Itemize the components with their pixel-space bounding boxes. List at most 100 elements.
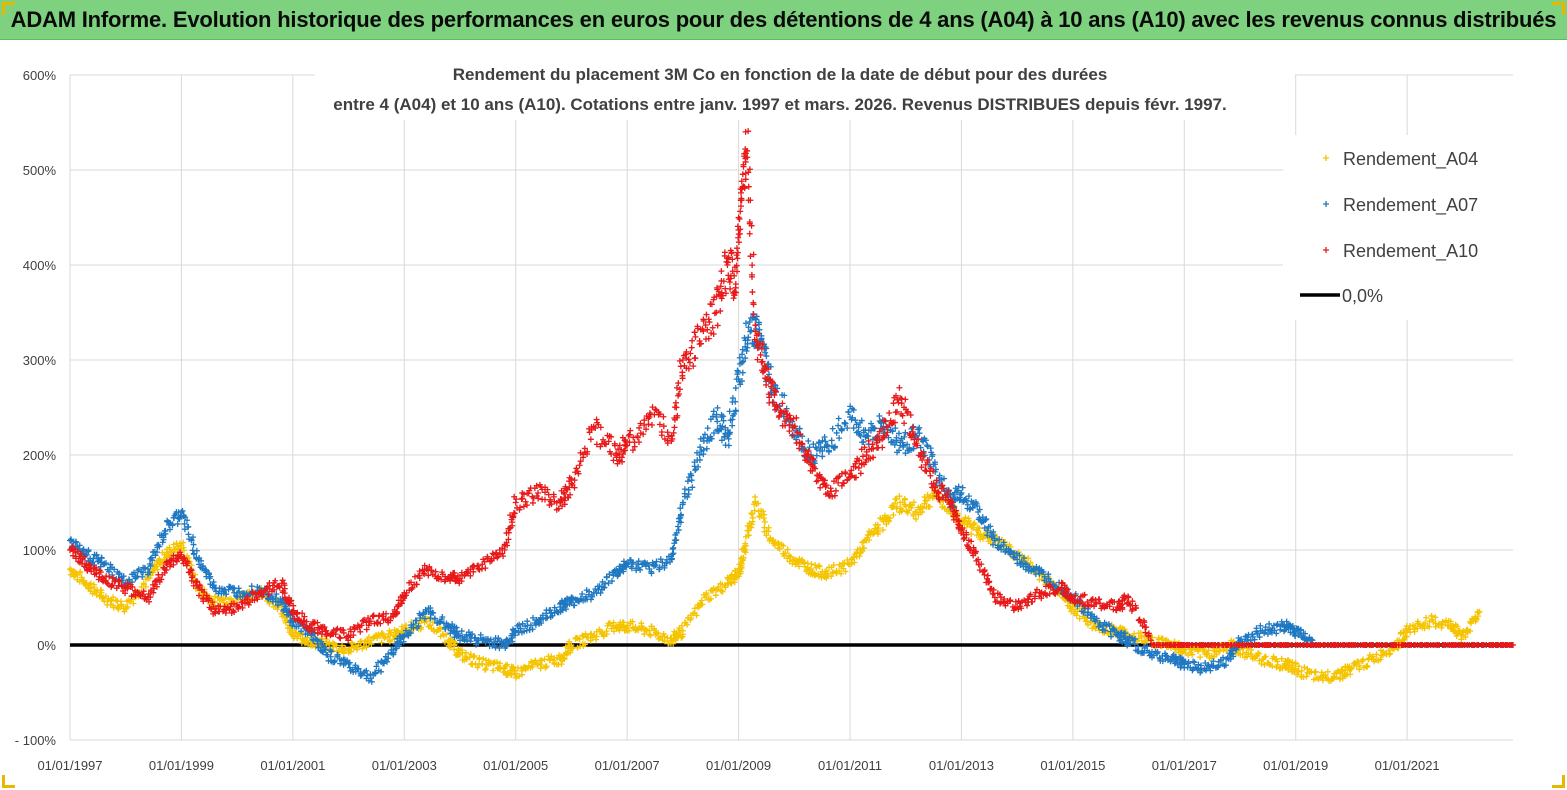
data-point: [1447, 618, 1454, 625]
data-point: [145, 566, 151, 572]
data-point: [384, 658, 391, 665]
data-point: [800, 559, 807, 566]
data-point: [346, 659, 353, 666]
data-point: [113, 597, 120, 604]
data-point: [835, 415, 842, 422]
x-tick-label: 01/01/2019: [1263, 758, 1328, 773]
data-point: [830, 562, 837, 569]
data-point: [718, 268, 725, 275]
data-point: [1189, 651, 1196, 658]
x-tick-label: 01/01/2017: [1152, 758, 1217, 773]
data-point: [130, 600, 137, 607]
data-point: [349, 640, 356, 647]
x-tick-label: 01/01/2011: [818, 758, 882, 773]
data-point: [734, 255, 741, 262]
data-point: [971, 520, 978, 527]
data-point: [166, 553, 173, 560]
data-point: [719, 588, 726, 595]
data-point: [721, 249, 728, 256]
data-point: [676, 386, 683, 393]
data-point: [743, 347, 750, 354]
data-point: [599, 629, 606, 636]
data-point: [93, 551, 100, 558]
data-point: [115, 606, 122, 613]
data-point: [1312, 668, 1319, 675]
data-point: [368, 678, 375, 685]
data-point: [1286, 658, 1293, 665]
data-point: [106, 568, 113, 575]
data-point: [169, 521, 176, 528]
data-point: [73, 538, 80, 545]
data-point: [184, 524, 191, 531]
data-point: [736, 215, 743, 222]
data-point: [378, 668, 385, 675]
data-point: [1311, 669, 1318, 676]
data-point: [541, 656, 548, 663]
y-tick-label: 300%: [23, 353, 57, 368]
data-point: [731, 272, 738, 279]
data-point: [482, 665, 489, 672]
data-point: [125, 597, 132, 604]
data-point: [479, 661, 486, 667]
data-point: [368, 641, 375, 648]
data-point: [650, 625, 657, 632]
data-point: [735, 239, 742, 246]
data-point: [579, 591, 586, 598]
data-point: [1278, 655, 1285, 662]
data-point: [76, 569, 83, 576]
data-point: [541, 496, 548, 503]
data-point: [641, 631, 648, 638]
data-point: [876, 413, 883, 420]
data-point: [866, 536, 873, 543]
data-point: [152, 552, 159, 559]
y-tick-label: 400%: [23, 258, 57, 273]
data-point: [699, 601, 706, 608]
data-point: [378, 639, 385, 646]
data-point: [610, 457, 617, 464]
data-point: [1295, 668, 1302, 675]
data-point: [714, 404, 721, 411]
data-point: [1269, 663, 1276, 670]
data-point: [593, 633, 600, 640]
data-point: [808, 561, 815, 568]
data-point: [334, 625, 341, 632]
data-point: [463, 649, 469, 656]
data-point: [711, 310, 718, 317]
data-point: [223, 591, 230, 598]
data-point: [728, 580, 735, 587]
data-point: [581, 641, 588, 648]
data-point: [1407, 623, 1414, 630]
data-point: [731, 288, 738, 295]
data-point: [860, 545, 867, 552]
data-point: [912, 515, 919, 522]
data-point: [703, 590, 710, 597]
data-point: [776, 545, 783, 552]
data-point: [745, 334, 752, 341]
x-tick-label: 01/01/2021: [1375, 758, 1440, 773]
data-point: [600, 633, 607, 640]
x-tick-label: 01/01/2009: [706, 758, 771, 773]
data-point: [919, 508, 926, 515]
data-point: [1131, 630, 1138, 637]
data-point: [447, 644, 454, 651]
data-point: [782, 550, 789, 557]
data-point: [851, 559, 858, 566]
data-point: [962, 514, 969, 521]
data-point: [365, 633, 372, 640]
data-point: [427, 622, 434, 629]
data-point: [1197, 654, 1204, 661]
data-point: [926, 503, 933, 510]
data-point: [420, 610, 427, 617]
corner-marker-bottom-left: [2, 775, 15, 788]
data-point: [476, 654, 483, 661]
data-point: [1428, 613, 1435, 620]
data-point: [472, 660, 479, 667]
data-point: [890, 511, 897, 518]
data-point: [703, 445, 710, 452]
data-point: [763, 353, 770, 360]
x-axis-ticks: 01/01/1997 01/01/1999 01/01/2001 01/01/2003…: [37, 758, 1439, 773]
data-point: [1421, 625, 1428, 632]
data-point: [1205, 647, 1212, 654]
data-point: [211, 593, 218, 600]
data-point: [179, 507, 186, 514]
